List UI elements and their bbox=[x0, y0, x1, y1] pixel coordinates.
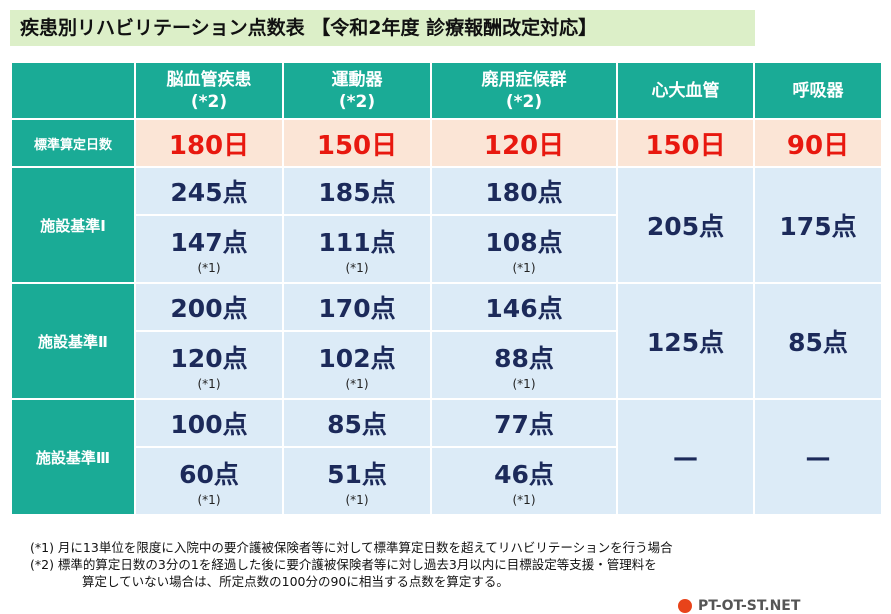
logo-mark-icon bbox=[678, 599, 692, 613]
points-cell: 146点 bbox=[430, 282, 618, 332]
points-cell-with-note: 88点 (*1) bbox=[430, 330, 618, 400]
standard-days-cell: 90日 bbox=[753, 118, 883, 168]
points-cell-with-note: 147点 (*1) bbox=[134, 214, 284, 284]
points-cell-with-note: 108点 (*1) bbox=[430, 214, 618, 284]
points-cell-with-note: 46点 (*1) bbox=[430, 446, 618, 516]
points-cell-with-note: 111点 (*1) bbox=[282, 214, 432, 284]
footnote-2-continued: 算定していない場合は、所定点数の100分の90に相当する点数を算定する。 bbox=[82, 574, 509, 589]
row-header-standard-days: 標準算定日数 bbox=[10, 118, 136, 168]
row-header-facility-level-3: 施設基準Ⅲ bbox=[10, 398, 136, 516]
points-cell-merged: 205点 bbox=[616, 166, 755, 284]
column-header-cerebrovascular: 脳血管疾患 (*2) bbox=[134, 61, 284, 120]
column-header-disuse-syndrome: 廃用症候群 (*2) bbox=[430, 61, 618, 120]
page-title: 疾患別リハビリテーション点数表 【令和2年度 診療報酬改定対応】 bbox=[10, 10, 755, 46]
site-logo: PT-OT-ST.NET bbox=[678, 598, 800, 614]
footnotes: (*1) 月に13単位を限度に入院中の要介護被保険者等に対して標準算定日数を超え… bbox=[30, 539, 673, 590]
standard-days-cell: 150日 bbox=[282, 118, 432, 168]
points-cell-merged: — bbox=[616, 398, 755, 516]
points-cell-merged: 125点 bbox=[616, 282, 755, 400]
points-cell: 185点 bbox=[282, 166, 432, 216]
table-corner bbox=[10, 61, 136, 120]
column-header-musculoskeletal: 運動器 (*2) bbox=[282, 61, 432, 120]
points-cell-with-note: 60点 (*1) bbox=[134, 446, 284, 516]
points-cell: 77点 bbox=[430, 398, 618, 448]
standard-days-cell: 120日 bbox=[430, 118, 618, 168]
footnote-2: (*2) 標準的算定日数の3分の1を経過した後に要介護被保険者等に対し過去3月以… bbox=[30, 557, 657, 572]
points-cell: 245点 bbox=[134, 166, 284, 216]
points-cell-merged: 175点 bbox=[753, 166, 883, 284]
points-cell-with-note: 51点 (*1) bbox=[282, 446, 432, 516]
column-header-cardiovascular: 心大血管 bbox=[616, 61, 755, 120]
points-cell: 100点 bbox=[134, 398, 284, 448]
points-cell: 85点 bbox=[282, 398, 432, 448]
footnote-1: (*1) 月に13単位を限度に入院中の要介護被保険者等に対して標準算定日数を超え… bbox=[30, 540, 673, 555]
standard-days-cell: 150日 bbox=[616, 118, 755, 168]
column-header-respiratory: 呼吸器 bbox=[753, 61, 883, 120]
points-cell-merged: 85点 bbox=[753, 282, 883, 400]
row-header-facility-level-1: 施設基準Ⅰ bbox=[10, 166, 136, 284]
points-cell-merged: — bbox=[753, 398, 883, 516]
points-cell: 200点 bbox=[134, 282, 284, 332]
points-cell-with-note: 120点 (*1) bbox=[134, 330, 284, 400]
standard-days-cell: 180日 bbox=[134, 118, 284, 168]
points-cell: 170点 bbox=[282, 282, 432, 332]
row-header-facility-level-2: 施設基準Ⅱ bbox=[10, 282, 136, 400]
points-cell-with-note: 102点 (*1) bbox=[282, 330, 432, 400]
rehab-points-table: 脳血管疾患 (*2) 運動器 (*2) 廃用症候群 (*2) 心大血管 呼吸器 標準算… bbox=[10, 61, 883, 516]
points-cell: 180点 bbox=[430, 166, 618, 216]
